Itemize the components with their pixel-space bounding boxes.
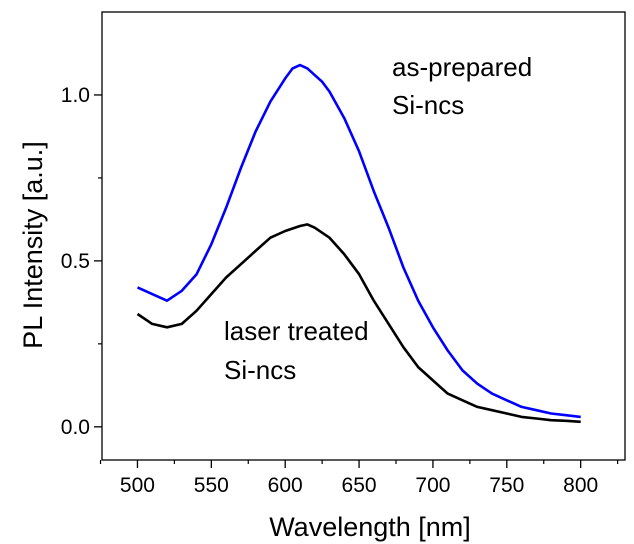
- annotation-laser-treated-line2: Si-ncs: [224, 355, 296, 385]
- x-tick-label: 700: [415, 474, 450, 497]
- annotation-laser-treated-line1: laser treated: [224, 316, 369, 346]
- annotation-as-prepared-line2: Si-ncs: [392, 90, 464, 120]
- series-line-laser-treated: [136, 223, 581, 424]
- y-axis-ticks: 0.0 0.5 1.0: [61, 84, 102, 439]
- y-tick-label: 0.5: [61, 250, 90, 273]
- y-axis-title: PL Intensity [a.u.]: [18, 141, 48, 349]
- x-axis-ticks: 500 550 600 650 700 750 800: [99, 460, 619, 497]
- series-layer: [136, 63, 581, 424]
- x-tick-label: 750: [489, 474, 524, 497]
- x-tick-label: 800: [563, 474, 598, 497]
- annotation-as-prepared-line1: as-prepared: [392, 52, 532, 82]
- x-tick-label: 500: [120, 474, 155, 497]
- y-tick-label: 1.0: [61, 84, 90, 107]
- x-tick-label: 650: [342, 474, 377, 497]
- x-axis-title: Wavelength [nm]: [269, 512, 471, 542]
- x-tick-label: 600: [268, 474, 303, 497]
- y-tick-label: 0.0: [61, 416, 90, 439]
- x-tick-label: 550: [194, 474, 229, 497]
- series-line-as-prepared: [136, 63, 581, 419]
- plot-frame: [101, 11, 626, 461]
